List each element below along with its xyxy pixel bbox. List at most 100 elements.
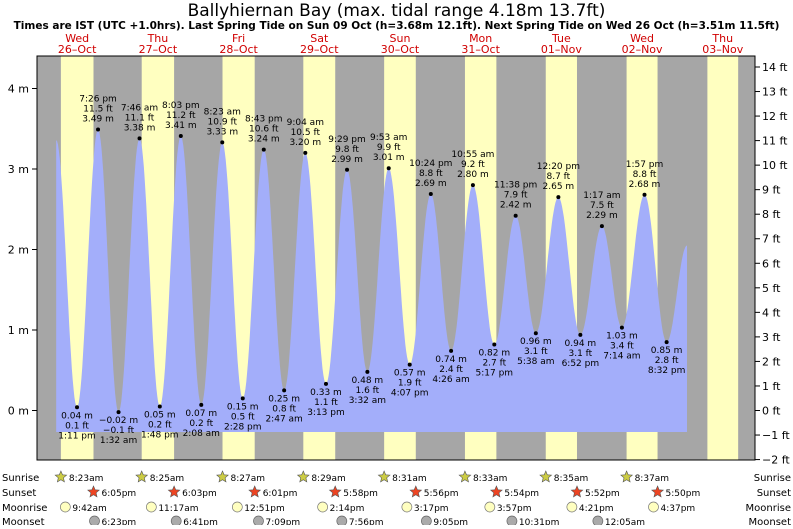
- y-tick-label-ft: 0 ft: [762, 405, 781, 418]
- tide-label-ft: 7.9 ft: [504, 191, 528, 201]
- day-label-weekday: Wed: [630, 32, 654, 45]
- y-tick-label-m: 3 m: [8, 163, 29, 176]
- sunrise-time: 8:27am: [231, 474, 266, 484]
- tide-marker: [470, 183, 475, 188]
- tide-label-ft: 8.8 ft: [419, 169, 443, 179]
- y-tick-label-ft: −2 ft: [762, 454, 790, 467]
- sunset-time: 6:01pm: [263, 489, 298, 499]
- day-label-date: 02–Nov: [622, 43, 663, 56]
- tide-label-m: 0.82 m: [478, 348, 510, 358]
- moonset-time: 10:31pm: [519, 518, 559, 525]
- sunset-time: 5:56pm: [424, 489, 459, 499]
- day-label-weekday: Sat: [310, 32, 329, 45]
- tide-label-time: 5:17 pm: [476, 368, 514, 378]
- sunset-time: 6:03pm: [182, 489, 217, 499]
- moonrise-time: 12:51pm: [244, 504, 284, 514]
- tide-marker: [303, 150, 308, 155]
- moonrise-time: 3:17pm: [414, 504, 449, 514]
- tide-label-time: 9:53 am: [370, 133, 407, 143]
- plot-border: [36, 55, 756, 461]
- tide-marker: [492, 342, 497, 347]
- astro-label-left: Moonset: [2, 517, 45, 525]
- tide-label-time: 1:17 am: [583, 191, 620, 201]
- tide-label-ft: 9.8 ft: [335, 145, 359, 155]
- tide-label-time: 5:38 am: [517, 357, 554, 367]
- astro-rows: Sunrise Sunrise Sunset Sunset Moonrise Moonri…: [2, 470, 791, 528]
- tide-label-time: 1:57 pm: [626, 160, 664, 170]
- tide-marker: [178, 133, 183, 138]
- tide-label-time: 4:26 am: [432, 375, 469, 385]
- tide-marker: [261, 147, 266, 152]
- tide-label-time: 6:52 pm: [562, 359, 600, 369]
- day-label-date: 28–Oct: [219, 43, 258, 56]
- tide-label-time: 8:43 pm: [245, 115, 283, 125]
- daylight-band: [707, 56, 739, 460]
- tide-area: [56, 129, 687, 432]
- sunset-time: 5:54pm: [504, 489, 539, 499]
- y-tick-label-ft: 5 ft: [762, 282, 781, 295]
- sunrise-icon: [620, 470, 634, 483]
- y-tick-label-ft: 13 ft: [762, 86, 788, 99]
- tide-label-ft: 0.2 ft: [148, 420, 172, 430]
- moonset-time: 6:23pm: [102, 518, 137, 525]
- tide-label-ft: −0.1 ft: [103, 426, 135, 436]
- tide-label-m: 0.48 m: [352, 376, 384, 386]
- moonset-icon: [253, 515, 264, 527]
- astro-label-left: Sunrise: [2, 473, 39, 484]
- sunrise-time: 8:37am: [635, 474, 670, 484]
- tide-label-m: −0.02 m: [99, 416, 138, 426]
- moonrise-icon: [401, 501, 413, 513]
- moonset-time: 7:09pm: [265, 518, 300, 525]
- tide-label-m: 0.94 m: [565, 339, 597, 349]
- tide-label-ft: 3.4 ft: [610, 342, 634, 352]
- sunrise-time: 8:23am: [69, 474, 104, 484]
- tide-label-m: 2.29 m: [586, 211, 618, 221]
- sunset-time: 6:05pm: [101, 489, 136, 499]
- moonrise-time: 11:17am: [158, 504, 198, 514]
- tide-marker: [323, 381, 328, 386]
- tide-marker: [220, 140, 225, 145]
- tide-label-ft: 2.8 ft: [655, 356, 679, 366]
- tide-label-time: 10:24 pm: [409, 159, 452, 169]
- y-tick-label-m: 4 m: [8, 83, 29, 96]
- sunset-time: 5:58pm: [343, 489, 378, 499]
- tide-label-ft: 1.9 ft: [398, 379, 422, 389]
- tide-label-m: 2.65 m: [543, 182, 575, 192]
- astro-label-left: Moonrise: [2, 503, 47, 514]
- moonrise-icon: [566, 501, 578, 513]
- y-tick-label-ft: 2 ft: [762, 355, 781, 368]
- moonrise-icon: [317, 501, 328, 513]
- tide-label-ft: 7.5 ft: [590, 201, 614, 211]
- tide-marker: [533, 331, 538, 336]
- y-axis-left: 4 m 3 m 2 m 1 m 0 m: [8, 83, 37, 418]
- tide-label-time: 7:26 pm: [79, 95, 117, 105]
- chart-subtitle: Times are IST (UTC +1.0hrs). Last Spring…: [14, 20, 780, 32]
- tide-label-time: 8:03 pm: [162, 101, 200, 111]
- day-label-weekday: Mon: [469, 32, 492, 45]
- tide-marker: [282, 388, 287, 393]
- day-label-weekday: Sun: [390, 32, 411, 45]
- tide-marker: [428, 191, 433, 196]
- moonrise-time: 4:21pm: [579, 504, 614, 514]
- tide-marker: [157, 404, 162, 409]
- tide-label-ft: 3.1 ft: [524, 347, 548, 357]
- y-tick-label-ft: 10 ft: [762, 159, 788, 172]
- astro-label-right: Sunset: [757, 488, 791, 499]
- moonset-time: 6:41pm: [183, 518, 218, 525]
- tide-label-time: 8:23 am: [204, 107, 241, 117]
- day-label-weekday: Tue: [551, 32, 571, 45]
- y-axis-right: 14 ft 13 ft 12 ft 11 ft 10 ft 9 ft 8 ft 7 ft 6 f…: [755, 61, 790, 467]
- sunset-time: 5:50pm: [666, 489, 701, 499]
- tide-label-time: 3:13 pm: [307, 408, 345, 418]
- tide-label-m: 3.49 m: [82, 115, 114, 125]
- tide-label-ft: 0.1 ft: [65, 421, 89, 431]
- day-label-date: 01–Nov: [541, 43, 582, 56]
- y-tick-label-ft: 4 ft: [762, 306, 781, 319]
- tide-label-m: 2.69 m: [415, 179, 447, 189]
- sunrise-time: 8:31am: [392, 474, 427, 484]
- tide-marker: [137, 136, 142, 141]
- tide-label-time: 9:04 am: [287, 118, 324, 128]
- moonset-icon: [506, 515, 518, 527]
